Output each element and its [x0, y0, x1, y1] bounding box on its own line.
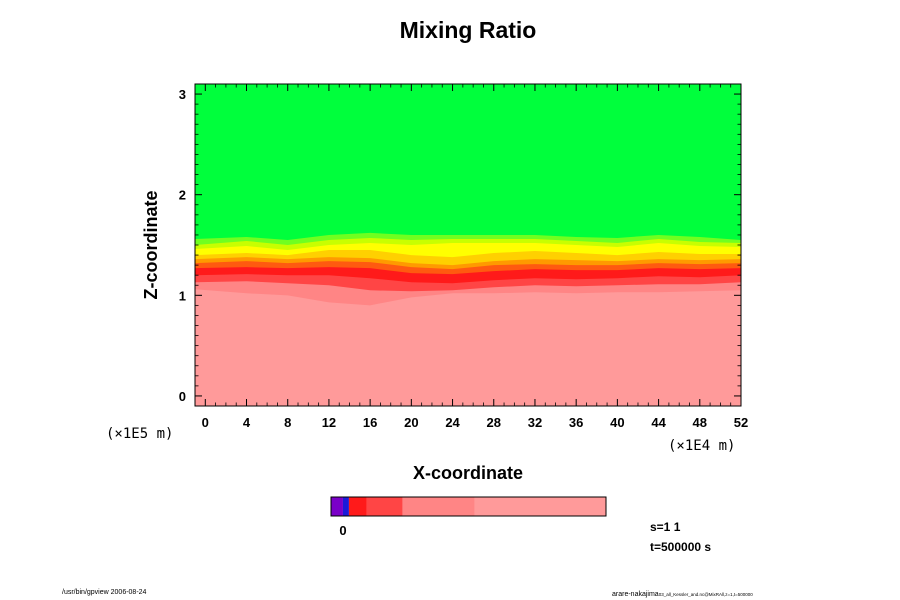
plot-area: [194, 83, 742, 407]
info-t: t=500000 s: [650, 540, 711, 554]
y-axis-label: Z-coordinate: [141, 190, 161, 299]
footer-right-user: arare-nakajima: [612, 591, 659, 598]
x-tick-label: 16: [363, 415, 377, 430]
x-tick-label: 52: [734, 415, 748, 430]
footer-right-file: 03_all_Kessler_and.nc@MixRAll,z=1,t=5000…: [659, 592, 754, 597]
x-axis-label: X-coordinate: [413, 463, 523, 483]
x-unit-label: (×1E4 m): [668, 438, 735, 454]
field-band-green: [195, 84, 741, 240]
x-tick-label: 0: [202, 415, 209, 430]
colorbar: [330, 496, 607, 517]
mixing-ratio-field: [195, 84, 741, 406]
x-tick-label: 28: [487, 415, 501, 430]
colorbar-tick-label: 0: [339, 523, 346, 538]
y-unit-label: (×1E5 m): [106, 426, 173, 442]
colorbar-segment-violet: [331, 497, 343, 516]
footer-right: arare-nakajima03_all_Kessler_and.nc@MixR…: [612, 591, 753, 598]
y-tick-label: 0: [179, 389, 186, 404]
colorbar-frame: [330, 496, 607, 517]
x-tick-label: 12: [322, 415, 336, 430]
colorbar-segment-pink: [474, 497, 606, 516]
y-tick-label: 1: [179, 288, 186, 303]
colorbar-segment-blue: [342, 497, 349, 516]
y-tick-label: 3: [179, 87, 186, 102]
y-tick-label: 2: [179, 188, 186, 203]
x-tick-label: 4: [243, 415, 251, 430]
x-tick-label: 24: [445, 415, 460, 430]
chart-title: Mixing Ratio: [400, 17, 537, 43]
colorbar-segment-salmon: [402, 497, 475, 516]
info-s: s=1 1: [650, 520, 681, 534]
x-tick-label: 32: [528, 415, 542, 430]
y-axis-ticks: 0 1 2 3: [179, 83, 741, 407]
x-tick-label: 36: [569, 415, 583, 430]
footer-left: /usr/bin/gpview 2006-08-24: [62, 589, 147, 596]
x-tick-label: 44: [651, 415, 666, 430]
x-axis-ticks: 0 4 8 12 16 20 24 28 32 36 40 44 48 52: [202, 84, 748, 430]
colorbar-segment-red: [348, 497, 367, 516]
x-tick-label: 20: [404, 415, 418, 430]
x-tick-label: 48: [693, 415, 707, 430]
colorbar-segment-red-mid: [366, 497, 403, 516]
x-tick-label: 40: [610, 415, 624, 430]
x-tick-label: 8: [284, 415, 291, 430]
